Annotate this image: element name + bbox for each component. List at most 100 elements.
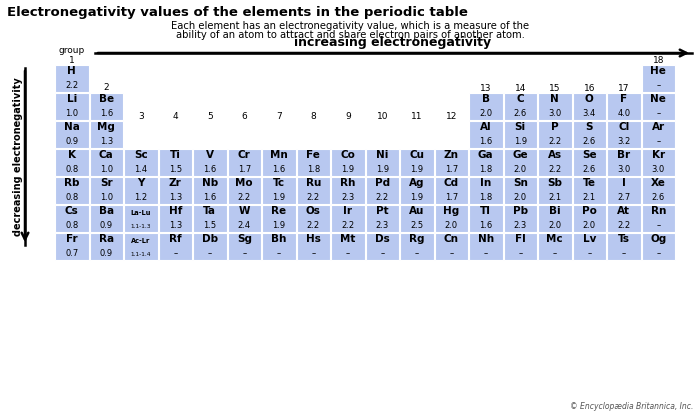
Text: C: C xyxy=(517,94,524,104)
Bar xyxy=(158,233,192,260)
Text: As: As xyxy=(547,150,562,160)
Text: 1.6: 1.6 xyxy=(272,164,286,173)
Bar xyxy=(538,150,571,177)
Text: Te: Te xyxy=(582,178,596,188)
Bar xyxy=(573,94,606,121)
Bar xyxy=(503,150,537,177)
Text: 3: 3 xyxy=(138,112,144,121)
Text: Ra: Ra xyxy=(99,234,114,244)
Text: 1.7: 1.7 xyxy=(444,192,458,201)
Text: 0.9: 0.9 xyxy=(99,220,113,229)
Text: –: – xyxy=(208,248,212,257)
Bar xyxy=(435,178,468,204)
Text: 1.0: 1.0 xyxy=(65,109,78,117)
Text: Mt: Mt xyxy=(340,234,356,244)
Text: Pd: Pd xyxy=(374,178,390,188)
Text: 2.0: 2.0 xyxy=(514,164,527,173)
Bar xyxy=(365,150,399,177)
Text: 2.5: 2.5 xyxy=(410,220,424,229)
Text: Ar: Ar xyxy=(652,122,665,132)
Text: 1.5: 1.5 xyxy=(203,220,216,229)
Bar xyxy=(297,206,330,233)
Text: Fl: Fl xyxy=(515,234,526,244)
Bar xyxy=(262,233,295,260)
Bar xyxy=(55,178,88,204)
Text: 1.3: 1.3 xyxy=(169,192,182,201)
Text: 1.9: 1.9 xyxy=(341,164,354,173)
Bar xyxy=(228,178,261,204)
Text: Re: Re xyxy=(271,206,286,216)
Text: 2.6: 2.6 xyxy=(582,136,596,145)
Text: Hs: Hs xyxy=(306,234,321,244)
Text: Rn: Rn xyxy=(650,206,666,216)
Bar xyxy=(55,206,88,233)
Text: Kr: Kr xyxy=(652,150,665,160)
Bar xyxy=(55,122,88,149)
Text: Ti: Ti xyxy=(170,150,181,160)
Bar xyxy=(193,233,227,260)
Text: –: – xyxy=(518,248,522,257)
Text: 2: 2 xyxy=(104,83,109,92)
Text: –: – xyxy=(656,109,660,117)
Text: –: – xyxy=(622,248,626,257)
Text: V: V xyxy=(206,150,214,160)
Bar xyxy=(124,178,158,204)
Text: I: I xyxy=(622,178,626,188)
Bar xyxy=(193,150,227,177)
Text: 1.5: 1.5 xyxy=(169,164,182,173)
Text: Nh: Nh xyxy=(477,234,494,244)
Text: Ga: Ga xyxy=(478,150,493,160)
Text: 2.1: 2.1 xyxy=(582,192,596,201)
Text: 2.0: 2.0 xyxy=(548,220,561,229)
Text: La-Lu: La-Lu xyxy=(131,210,151,216)
Text: 0.8: 0.8 xyxy=(65,220,78,229)
Text: Ag: Ag xyxy=(409,178,424,188)
Text: 1.1-1.4: 1.1-1.4 xyxy=(130,252,151,256)
Bar xyxy=(262,150,295,177)
Text: 2.0: 2.0 xyxy=(582,220,596,229)
Text: Po: Po xyxy=(582,206,596,216)
Text: Ca: Ca xyxy=(99,150,113,160)
Bar xyxy=(503,94,537,121)
Text: Bh: Bh xyxy=(271,234,286,244)
Text: Cr: Cr xyxy=(238,150,251,160)
Bar xyxy=(400,178,433,204)
Bar xyxy=(641,233,675,260)
Bar xyxy=(331,206,365,233)
Bar xyxy=(573,178,606,204)
Text: 14: 14 xyxy=(514,84,526,93)
Bar xyxy=(607,206,640,233)
Text: 2.2: 2.2 xyxy=(617,220,630,229)
Text: 10: 10 xyxy=(377,112,388,121)
Text: 2.3: 2.3 xyxy=(376,220,389,229)
Bar xyxy=(55,94,88,121)
Bar xyxy=(228,206,261,233)
Text: 3.4: 3.4 xyxy=(582,109,596,117)
Text: Og: Og xyxy=(650,234,666,244)
Bar xyxy=(228,233,261,260)
Bar xyxy=(158,178,192,204)
Bar xyxy=(607,178,640,204)
Bar xyxy=(503,178,537,204)
Text: ability of an atom to attract and share electron pairs of another atom.: ability of an atom to attract and share … xyxy=(176,30,524,40)
Text: 17: 17 xyxy=(618,84,629,93)
Text: 1.9: 1.9 xyxy=(514,136,527,145)
Bar xyxy=(90,206,123,233)
Text: –: – xyxy=(173,248,177,257)
Text: Be: Be xyxy=(99,94,114,104)
Text: 1.9: 1.9 xyxy=(376,164,389,173)
Text: 0.9: 0.9 xyxy=(99,248,113,257)
Text: Hg: Hg xyxy=(443,206,459,216)
Text: Li: Li xyxy=(66,94,77,104)
Text: 12: 12 xyxy=(446,112,457,121)
Text: 2.0: 2.0 xyxy=(444,220,458,229)
Bar xyxy=(365,233,399,260)
Text: 3.0: 3.0 xyxy=(548,109,561,117)
Bar xyxy=(228,150,261,177)
Bar xyxy=(90,122,123,149)
Bar xyxy=(158,206,192,233)
Text: 2.3: 2.3 xyxy=(514,220,527,229)
Text: 7: 7 xyxy=(276,112,281,121)
Text: 2.2: 2.2 xyxy=(238,192,251,201)
Text: Mg: Mg xyxy=(97,122,116,132)
